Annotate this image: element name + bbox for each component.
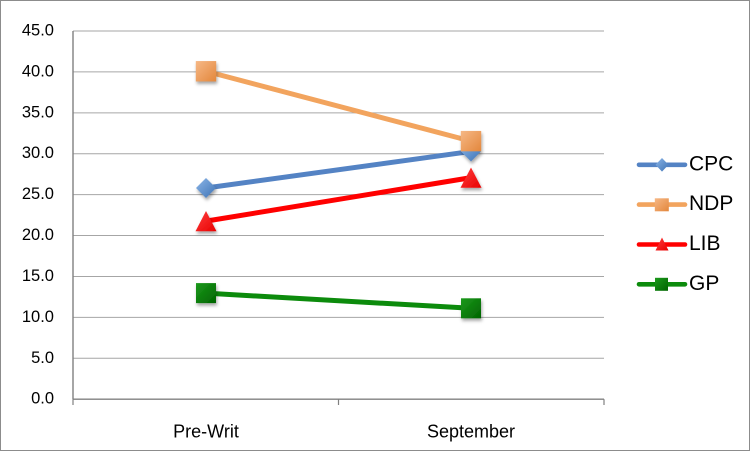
svg-text:45.0: 45.0: [22, 22, 54, 40]
svg-text:10.0: 10.0: [22, 308, 54, 326]
svg-text:35.0: 35.0: [22, 103, 54, 121]
svg-text:GP: GP: [689, 272, 719, 295]
svg-text:30.0: 30.0: [22, 144, 54, 162]
svg-text:Pre-Writ: Pre-Writ: [173, 422, 239, 442]
svg-text:0.0: 0.0: [31, 390, 54, 408]
svg-text:15.0: 15.0: [22, 267, 54, 285]
svg-text:NDP: NDP: [689, 192, 733, 215]
svg-text:25.0: 25.0: [22, 185, 54, 203]
svg-text:5.0: 5.0: [31, 349, 54, 367]
svg-text:September: September: [427, 422, 515, 442]
svg-text:40.0: 40.0: [22, 62, 54, 80]
svg-text:LIB: LIB: [689, 232, 721, 255]
svg-text:20.0: 20.0: [22, 226, 54, 244]
svg-text:CPC: CPC: [689, 152, 733, 175]
